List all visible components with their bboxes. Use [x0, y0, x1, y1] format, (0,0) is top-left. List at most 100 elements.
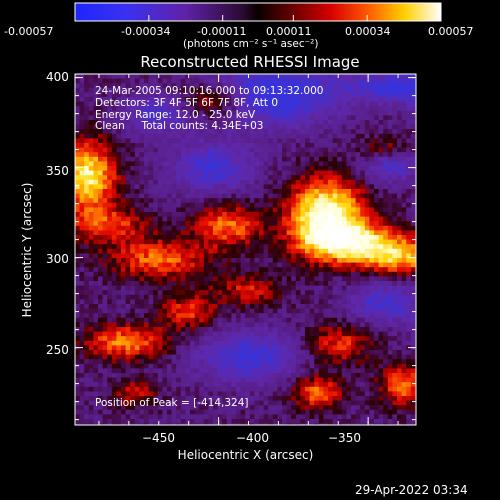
heatmap-cell: [355, 350, 361, 355]
heatmap-cell: [199, 336, 205, 342]
heatmap-cell: [397, 101, 402, 107]
heatmap-cell: [162, 207, 168, 213]
heatmap-cell: [226, 152, 232, 158]
heatmap-cell: [203, 189, 209, 194]
heatmap-cell: [406, 304, 412, 309]
heatmap-cell: [98, 175, 103, 181]
heatmap-cell: [157, 267, 163, 273]
heatmap-cell: [346, 271, 352, 277]
heatmap-cell: [369, 74, 375, 79]
heatmap-cell: [355, 317, 361, 323]
heatmap-cell: [263, 106, 269, 112]
heatmap-cell: [167, 373, 172, 378]
heatmap-cell: [121, 267, 126, 273]
heatmap-cell: [314, 198, 320, 204]
heatmap-cell: [295, 115, 301, 121]
heatmap-cell: [387, 235, 393, 240]
heatmap-cell: [387, 189, 393, 194]
heatmap-cell: [190, 327, 195, 332]
heatmap-cell: [374, 129, 379, 135]
heatmap-cell: [314, 97, 320, 102]
heatmap-cell: [337, 322, 343, 328]
heatmap-cell: [208, 87, 214, 93]
heatmap-cell: [236, 87, 241, 93]
heatmap-cell: [318, 336, 324, 342]
heatmap-cell: [116, 198, 122, 204]
heatmap-cell: [374, 115, 379, 121]
heatmap-cell: [305, 198, 310, 204]
heatmap-cell: [167, 147, 172, 153]
heatmap-cell: [167, 106, 172, 112]
heatmap-cell: [401, 331, 407, 337]
heatmap-cell: [75, 359, 80, 365]
heatmap-cell: [245, 207, 251, 213]
heatmap-cell: [102, 327, 108, 332]
heatmap-cell: [337, 368, 343, 374]
heatmap-cell: [93, 124, 99, 130]
heatmap-cell: [272, 327, 278, 332]
heatmap-cell: [351, 147, 356, 153]
heatmap-cell: [121, 363, 126, 369]
heatmap-cell: [185, 262, 191, 268]
heatmap-cell: [305, 184, 310, 190]
heatmap-cell: [116, 129, 122, 135]
heatmap-cell: [79, 78, 85, 84]
heatmap-cell: [369, 78, 375, 84]
heatmap-cell: [245, 262, 251, 268]
heatmap-cell: [272, 175, 278, 181]
heatmap-cell: [378, 129, 384, 135]
heatmap-cell: [102, 322, 108, 328]
heatmap-cell: [180, 179, 186, 185]
heatmap-cell: [309, 175, 315, 181]
heatmap-cell: [130, 143, 136, 148]
heatmap-cell: [378, 267, 384, 273]
heatmap-cell: [157, 97, 163, 102]
heatmap-cell: [107, 294, 113, 300]
heatmap-cell: [351, 101, 356, 107]
heatmap-cell: [410, 106, 416, 112]
heatmap-cell: [291, 78, 297, 84]
heatmap-cell: [203, 299, 209, 305]
heatmap-cell: [125, 156, 131, 162]
heatmap-cell: [346, 276, 352, 282]
heatmap-cell: [199, 340, 205, 346]
heatmap-cell: [240, 120, 246, 125]
heatmap-cell: [295, 87, 301, 93]
heatmap-cell: [213, 202, 218, 208]
heatmap-cell: [364, 92, 370, 98]
heatmap-cell: [337, 207, 343, 213]
heatmap-cell: [222, 331, 228, 337]
heatmap-cell: [351, 138, 356, 144]
heatmap-cell: [167, 193, 172, 199]
heatmap-cell: [171, 322, 177, 328]
heatmap-cell: [328, 78, 333, 84]
heatmap-cell: [397, 74, 402, 79]
heatmap-cell: [213, 294, 218, 300]
heatmap-cell: [203, 271, 209, 277]
heatmap-cell: [259, 101, 264, 107]
heatmap-cell: [351, 106, 356, 112]
heatmap-cell: [98, 198, 103, 204]
heatmap-cell: [263, 97, 269, 102]
heatmap-cell: [93, 285, 99, 291]
heatmap-cell: [139, 225, 145, 231]
heatmap-cell: [93, 138, 99, 144]
heatmap-cell: [254, 221, 260, 227]
heatmap-cell: [102, 239, 108, 245]
heatmap-cell: [378, 83, 384, 89]
heatmap-cell: [305, 166, 310, 171]
heatmap-cell: [346, 202, 352, 208]
heatmap-cell: [111, 83, 117, 89]
heatmap-cell: [171, 336, 177, 342]
heatmap-cell: [277, 317, 283, 323]
heatmap-cell: [364, 235, 370, 240]
heatmap-cell: [199, 156, 205, 162]
heatmap-cell: [282, 106, 287, 112]
heatmap-cell: [167, 78, 172, 84]
heatmap-cell: [314, 207, 320, 213]
heatmap-cell: [332, 175, 338, 181]
heatmap-cell: [346, 156, 352, 162]
heatmap-cell: [171, 92, 177, 98]
heatmap-cell: [286, 170, 292, 176]
heatmap-cell: [79, 281, 85, 286]
